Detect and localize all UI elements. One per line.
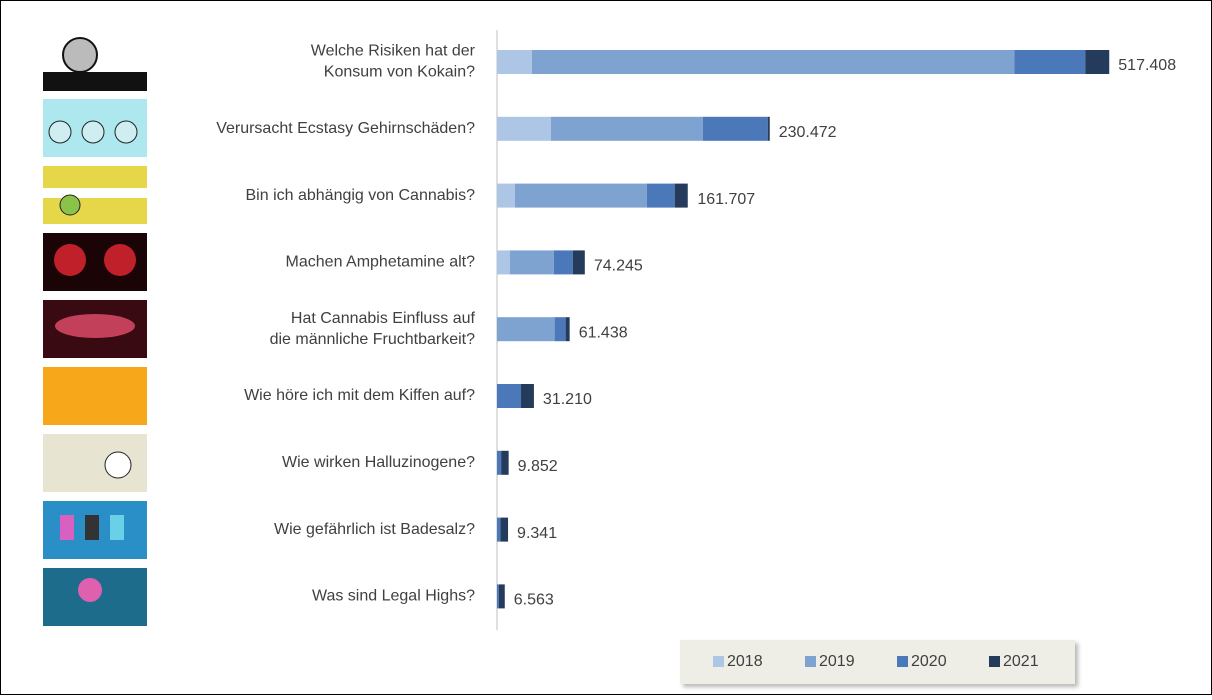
category-label: Bin ich abhängig von Cannabis?	[246, 187, 476, 204]
bar-segment	[674, 183, 688, 208]
thumb	[43, 434, 147, 492]
total-label: 31.210	[543, 391, 592, 408]
thumb	[59, 194, 81, 216]
thumb	[78, 578, 102, 602]
bar-segment	[497, 517, 501, 542]
bar-segment	[497, 584, 499, 609]
total-label: 6.563	[514, 592, 554, 609]
legend-swatch	[989, 656, 1000, 667]
bar-segment	[497, 450, 502, 475]
bar-segment	[702, 116, 768, 141]
bar-segment	[553, 250, 573, 275]
thumbnails	[43, 33, 147, 626]
bar-segment	[514, 183, 647, 208]
category-label: Hat Cannabis Einfluss auf	[291, 310, 476, 327]
category-label: Was sind Legal Highs?	[312, 588, 475, 605]
legend-label: 2018	[727, 653, 763, 670]
bar-segment	[767, 116, 770, 141]
bar-segment	[572, 250, 585, 275]
bar-segment	[501, 450, 509, 475]
legend-label: 2020	[911, 653, 947, 670]
thumb	[43, 188, 147, 198]
bar-segment	[497, 250, 511, 275]
thumb	[85, 515, 99, 540]
bar-segment	[497, 116, 551, 141]
thumb	[62, 37, 98, 73]
total-label: 74.245	[594, 258, 643, 275]
bar-segment	[497, 183, 515, 208]
bar-segment	[500, 517, 509, 542]
bar-segment	[497, 50, 532, 74]
total-label: 9.852	[518, 458, 558, 475]
thumb	[43, 72, 147, 91]
legend-swatch	[713, 656, 724, 667]
category-label: Verursacht Ecstasy Gehirnschäden?	[216, 120, 475, 137]
legend-swatch	[805, 656, 816, 667]
total-label: 161.707	[697, 191, 755, 208]
category-label: Machen Amphetamine alt?	[286, 254, 476, 271]
bar-segment	[550, 116, 703, 141]
total-label: 517.408	[1118, 57, 1176, 74]
bar-segment	[497, 384, 522, 408]
legend-box	[680, 640, 1075, 684]
thumb	[48, 120, 72, 144]
total-label: 61.438	[579, 324, 628, 341]
thumb	[54, 244, 86, 276]
legend-swatch	[897, 656, 908, 667]
thumb	[114, 120, 138, 144]
bar-segment	[498, 584, 505, 609]
thumb	[55, 314, 135, 338]
thumb	[43, 367, 147, 425]
thumb	[104, 244, 136, 276]
bar-segment	[1014, 50, 1086, 74]
legend-label: 2021	[1003, 653, 1039, 670]
bar-segment	[497, 317, 555, 342]
bar-segment	[646, 183, 675, 208]
thumb	[81, 120, 105, 144]
bar-segment	[1085, 50, 1110, 74]
category-label: Wie höre ich mit dem Kiffen auf?	[244, 387, 475, 404]
bar-segment	[521, 384, 534, 408]
legend-label: 2019	[819, 653, 855, 670]
category-label: Wie gefährlich ist Badesalz?	[274, 521, 475, 538]
category-label: Welche Risiken hat der	[311, 43, 476, 60]
bar-segment	[565, 317, 570, 342]
category-label: Konsum von Kokain?	[324, 64, 475, 81]
bar-segment	[554, 317, 566, 342]
thumb	[60, 515, 74, 540]
total-label: 9.341	[517, 525, 557, 542]
category-label: die männliche Fruchtbarkeit?	[270, 331, 476, 348]
bar-segment	[531, 50, 1015, 74]
thumb	[104, 451, 132, 479]
thumb	[110, 515, 124, 540]
bar-segment	[510, 250, 554, 275]
category-label: Wie wirken Halluzinogene?	[282, 454, 475, 471]
total-label: 230.472	[779, 124, 837, 141]
